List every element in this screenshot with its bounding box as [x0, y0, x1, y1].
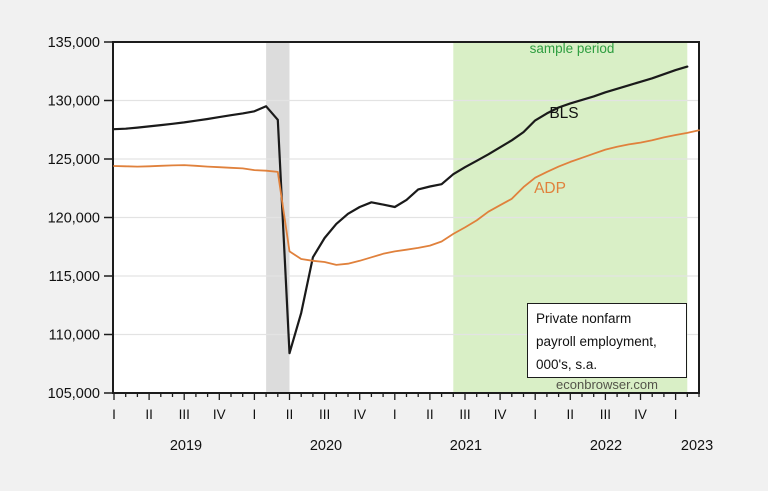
quarter-label: I — [112, 407, 116, 422]
y-tick-label: 105,000 — [48, 386, 100, 402]
adp-label: ADP — [534, 180, 566, 197]
year-label: 2021 — [450, 438, 482, 454]
y-tick-label: 110,000 — [49, 328, 100, 344]
year-label: 2022 — [590, 438, 622, 454]
y-tick-label: 135,000 — [48, 35, 100, 51]
y-tick-label: 120,000 — [48, 211, 100, 227]
quarter-label: III — [319, 407, 330, 422]
quarter-label: II — [145, 407, 153, 422]
quarter-label: III — [459, 407, 470, 422]
quarter-label: III — [600, 407, 611, 422]
quarter-label: I — [253, 407, 257, 422]
year-label: 2019 — [170, 438, 202, 454]
note-line-1: Private nonfarm — [536, 311, 632, 326]
bls-line — [112, 65, 689, 355]
quarter-label: I — [674, 407, 678, 422]
note-box: Private nonfarm payroll employment, 000'… — [527, 303, 687, 378]
sample-period-label: sample period — [530, 41, 615, 56]
plot-frame — [112, 41, 700, 394]
quarter-label: II — [426, 407, 434, 422]
watermark: econbrowser.com — [556, 377, 658, 392]
quarter-label: IV — [353, 407, 366, 422]
note-line-3: 000's, s.a. — [536, 357, 598, 372]
quarter-label: I — [533, 407, 537, 422]
bls-label: BLS — [549, 105, 578, 122]
adp-line — [113, 129, 700, 266]
year-label: 2020 — [310, 438, 342, 454]
quarter-label: IV — [634, 407, 647, 422]
quarter-label: III — [179, 407, 190, 422]
quarter-label: I — [393, 407, 397, 422]
note-line-2: payroll employment, — [536, 334, 657, 349]
y-tick-label: 115,000 — [49, 269, 100, 285]
quarter-label: IV — [213, 407, 226, 422]
quarter-label: II — [567, 407, 575, 422]
y-tick-label: 125,000 — [48, 152, 100, 168]
quarter-label: II — [286, 407, 294, 422]
y-tick-label: 130,000 — [48, 94, 100, 110]
quarter-label: IV — [494, 407, 507, 422]
year-label: 2023 — [681, 438, 713, 454]
